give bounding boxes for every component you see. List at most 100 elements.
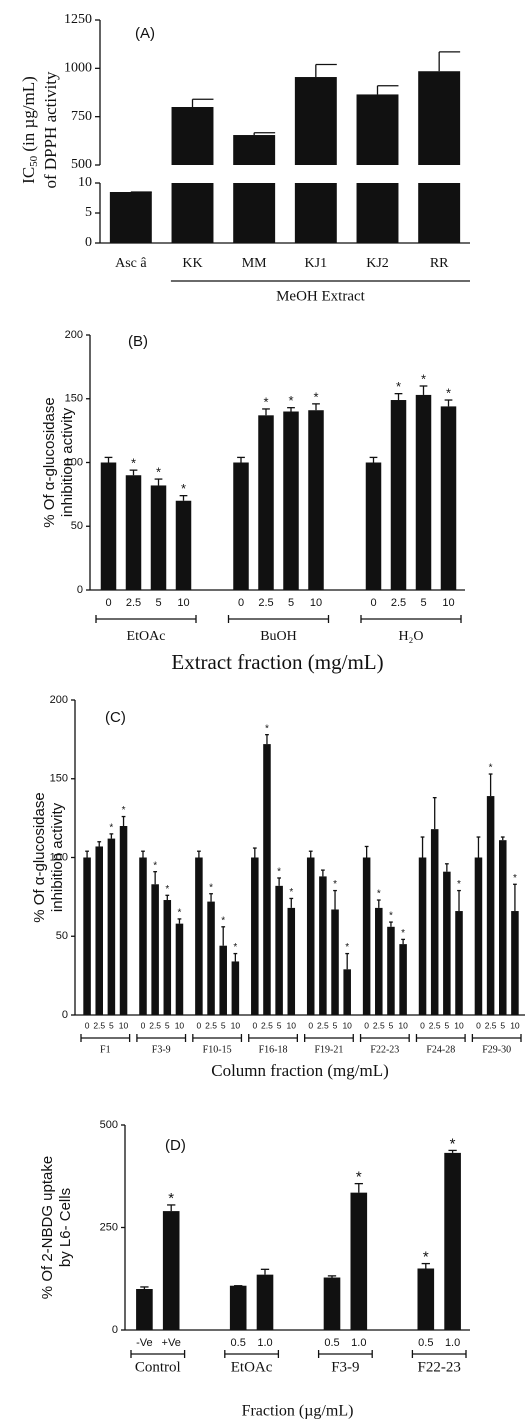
x-tick-label: 2.5 <box>205 1020 217 1030</box>
bar <box>440 406 457 590</box>
bar <box>375 907 383 1015</box>
x-tick-label: 10 <box>119 1020 129 1030</box>
x-tick-label: 2.5 <box>317 1020 329 1030</box>
significance-star: * <box>333 879 337 890</box>
panel-label: (D) <box>165 1137 186 1154</box>
x-tick-label: 10 <box>287 1020 297 1030</box>
significance-star: * <box>489 763 493 774</box>
bar <box>233 462 249 590</box>
y-tick-label: 10 <box>78 175 92 190</box>
x-tick-label: 0 <box>85 1020 90 1030</box>
bar <box>418 71 461 165</box>
bar <box>150 485 167 590</box>
x-tick-label: 10 <box>177 597 189 609</box>
y-axis-label: inhibition activity <box>49 802 66 912</box>
bar-lower <box>233 183 276 243</box>
y-tick-label: 750 <box>71 109 92 124</box>
bar <box>171 107 214 165</box>
bar <box>474 857 483 1015</box>
x-tick-label: 0 <box>364 1020 369 1030</box>
significance-star: * <box>109 823 113 834</box>
y-axis-label: % Of α-glucosidase <box>41 397 58 527</box>
bar <box>455 911 463 1015</box>
y-axis-label: % Of 2-NBDG uptake <box>39 1156 56 1299</box>
bar-lower <box>171 183 214 243</box>
bar-lower <box>294 183 337 243</box>
bar <box>136 1289 153 1330</box>
significance-star: * <box>457 879 461 890</box>
y-tick-label: 500 <box>71 157 92 172</box>
y-axis-label-part: (in µg/mL) <box>19 76 38 156</box>
y-tick-label: 500 <box>100 1119 118 1131</box>
significance-star: * <box>345 942 349 953</box>
y-tick-label: 5 <box>85 205 92 220</box>
bar <box>263 744 271 1015</box>
y-axis-label: of DPPH activity <box>41 71 60 189</box>
bar <box>175 500 192 590</box>
bar <box>499 840 507 1015</box>
x-tick-label: RR <box>430 256 449 271</box>
bar <box>229 1285 247 1330</box>
x-tick-label: 10 <box>510 1020 520 1030</box>
group-label: F24-28 <box>426 1044 455 1055</box>
significance-star: * <box>156 465 161 480</box>
x-tick-label: 1.0 <box>351 1337 366 1349</box>
significance-star: * <box>377 889 381 900</box>
bar <box>306 857 315 1015</box>
bar <box>415 394 432 590</box>
group-label: EtOAc <box>231 1359 273 1375</box>
x-axis-label: Extract fraction (mg/mL) <box>171 650 383 674</box>
significance-star: * <box>165 884 169 895</box>
bar <box>107 838 116 1015</box>
significance-star: * <box>265 723 269 734</box>
x-tick-label: +Ve <box>162 1337 181 1349</box>
bar <box>294 77 337 165</box>
x-tick-label: 5 <box>288 597 294 609</box>
significance-star: * <box>233 942 237 953</box>
x-tick-label: 5 <box>444 1020 449 1030</box>
x-tick-label: 2.5 <box>149 1020 161 1030</box>
x-tick-label: 2.5 <box>261 1020 273 1030</box>
group-label: MeOH Extract <box>276 288 366 304</box>
bar <box>444 1152 461 1330</box>
significance-star: * <box>446 385 451 400</box>
x-tick-label: 0 <box>476 1020 481 1030</box>
x-tick-label: 2.5 <box>391 597 406 609</box>
x-tick-label: 10 <box>398 1020 408 1030</box>
bar-lower <box>418 183 461 243</box>
y-tick-label: 150 <box>65 393 83 405</box>
bar <box>195 857 203 1015</box>
bar <box>331 909 339 1015</box>
x-tick-label: KK <box>182 256 202 271</box>
x-tick-label: 0 <box>252 1020 257 1030</box>
bar <box>417 1268 435 1330</box>
bar <box>418 857 427 1015</box>
x-tick-label: -Ve <box>136 1337 153 1349</box>
bar <box>119 826 128 1015</box>
bar <box>175 923 184 1015</box>
bar <box>139 857 147 1015</box>
significance-star: * <box>396 379 401 394</box>
group-label: F22-23 <box>370 1044 399 1055</box>
x-tick-label: 1.0 <box>445 1337 460 1349</box>
bar <box>443 871 451 1015</box>
significance-star: * <box>421 371 426 386</box>
panel-label: (C) <box>105 709 126 726</box>
y-tick-label: 100 <box>50 851 68 863</box>
x-tick-label: 5 <box>500 1020 505 1030</box>
x-tick-label: 5 <box>333 1020 338 1030</box>
y-tick-label: 200 <box>50 694 68 706</box>
x-tick-label: 2.5 <box>126 597 141 609</box>
x-tick-label: KJ2 <box>366 256 389 271</box>
significance-star: * <box>277 867 281 878</box>
y-tick-label: 0 <box>62 1009 68 1021</box>
significance-star: * <box>313 389 318 404</box>
y-axis-label: % Of α-glucosidase <box>31 792 48 922</box>
y-axis-label: IC50 (in µg/mL) <box>19 76 40 184</box>
bar <box>125 475 142 590</box>
group-label: F10-15 <box>203 1044 232 1055</box>
x-tick-label: 10 <box>310 597 322 609</box>
x-tick-label: 0 <box>105 597 111 609</box>
bar <box>399 944 407 1015</box>
x-tick-label: 0 <box>141 1020 146 1030</box>
